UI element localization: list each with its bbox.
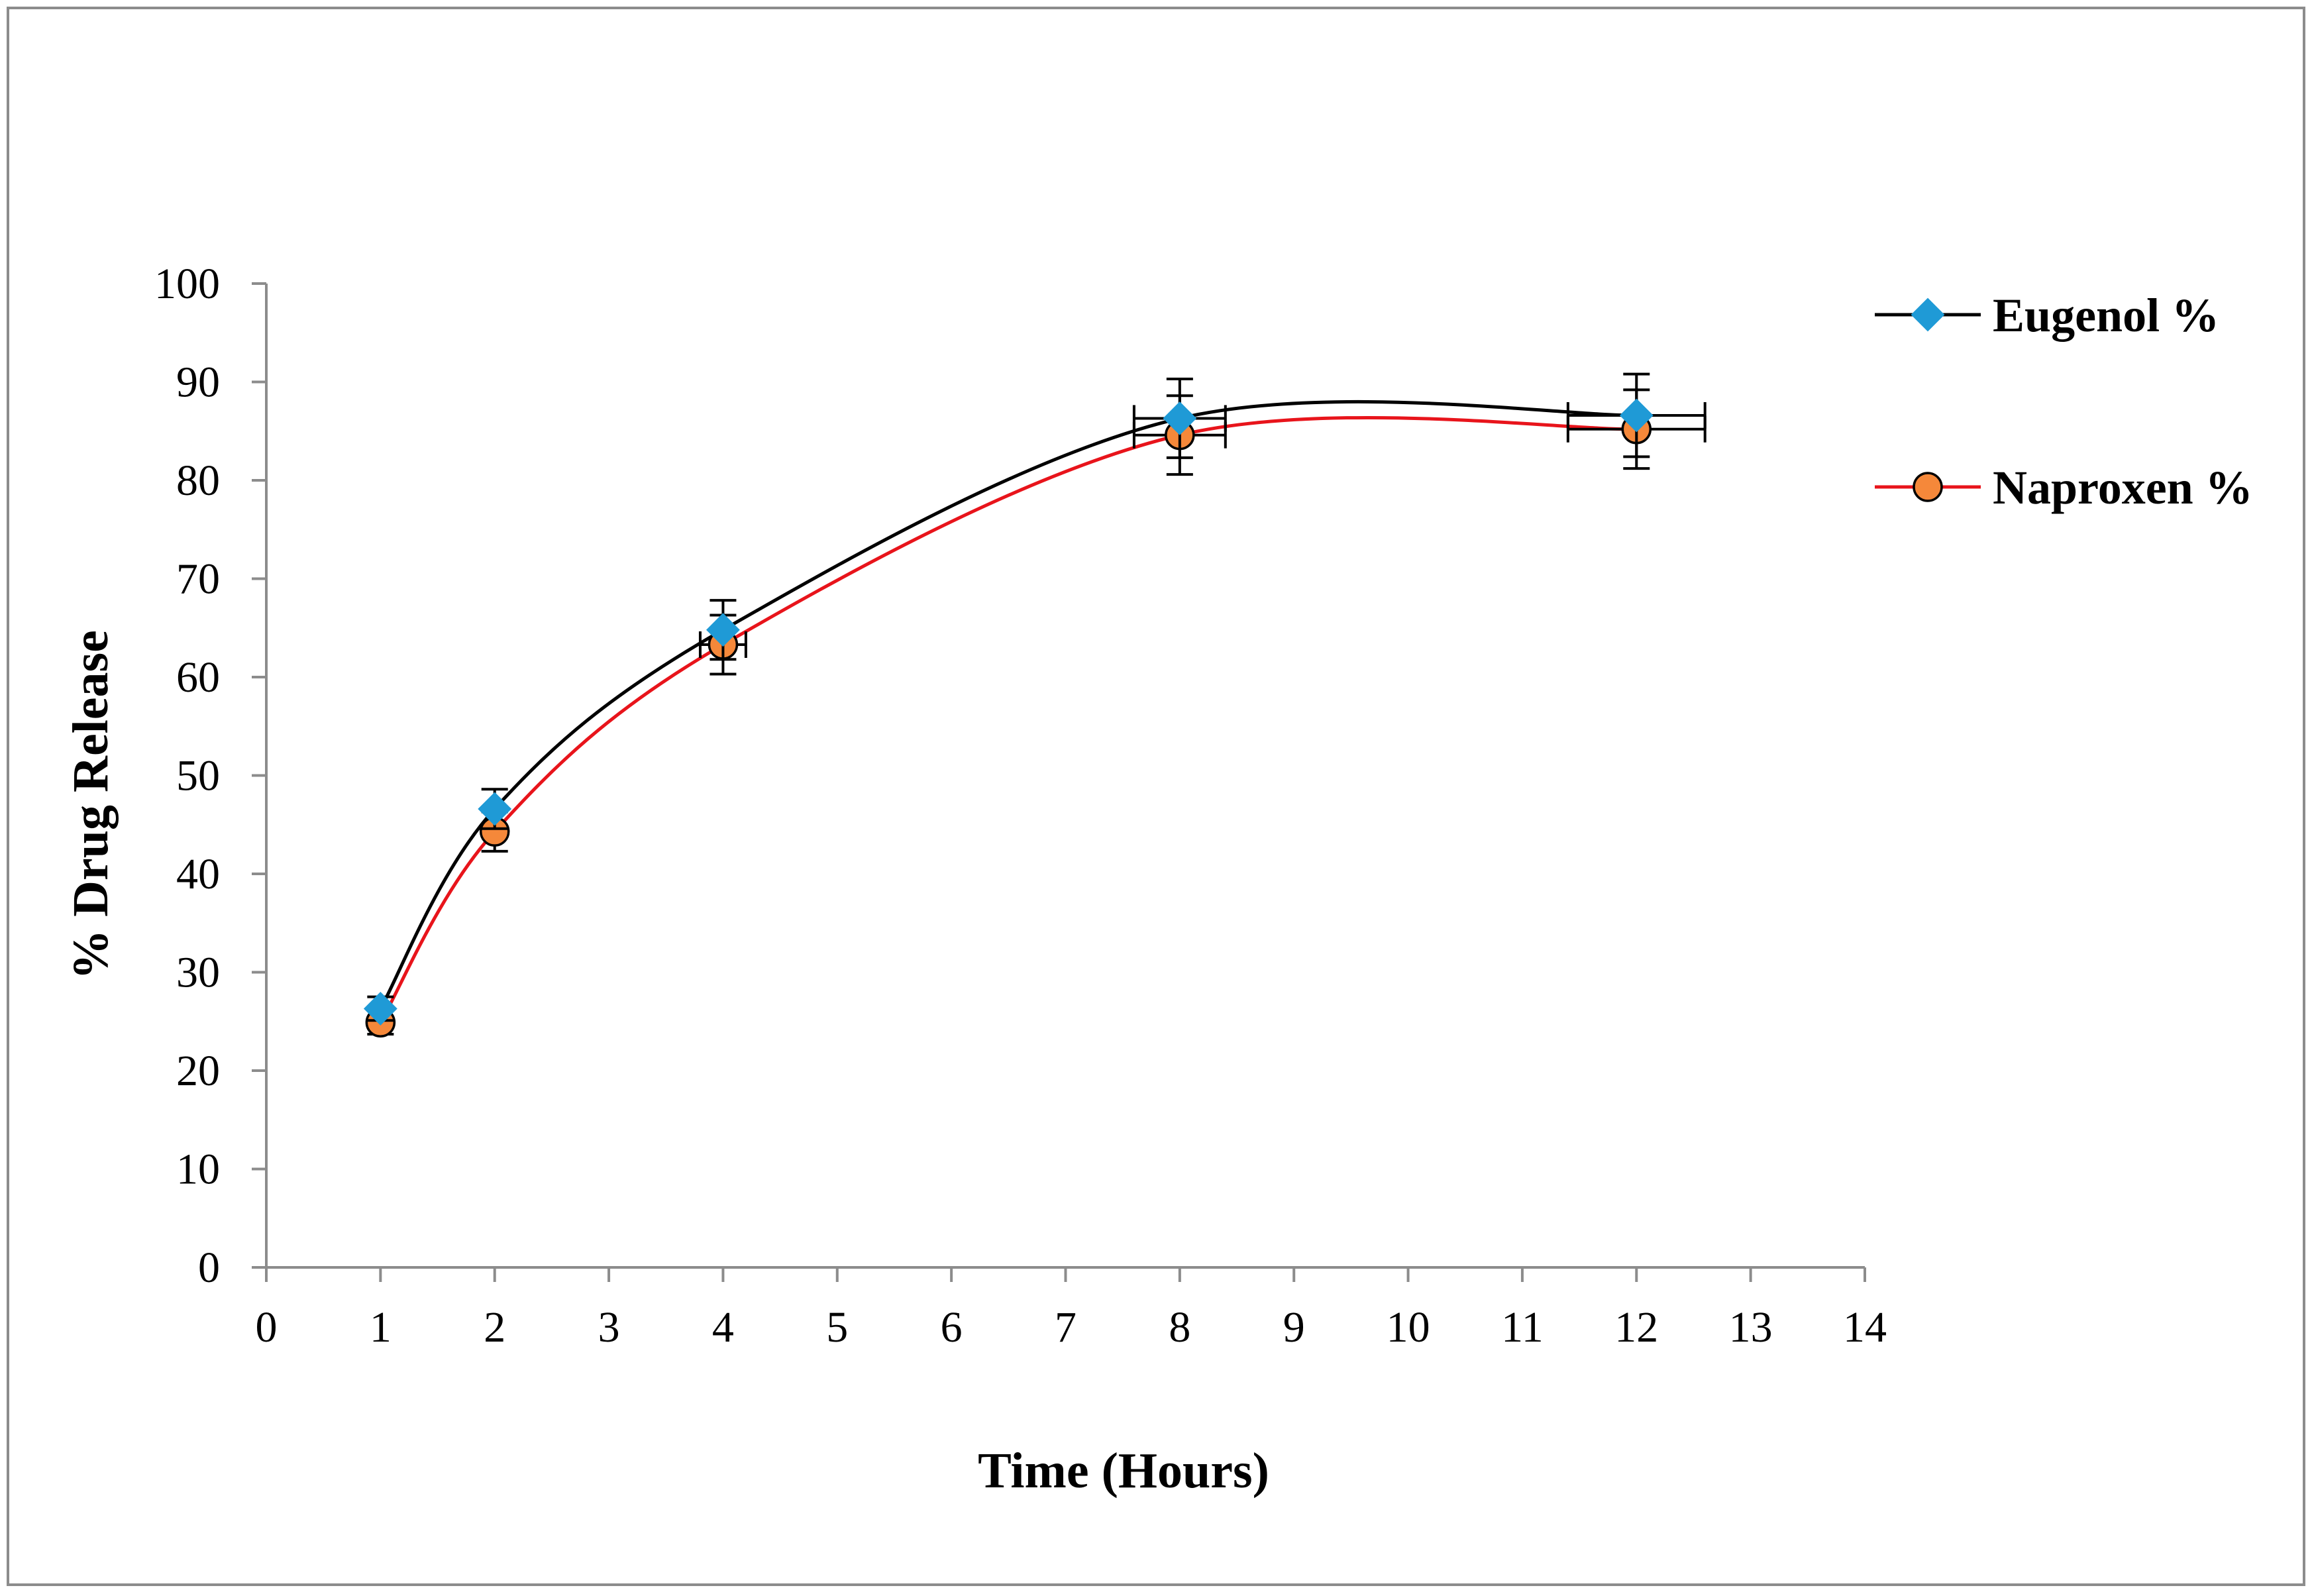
series-eugenol-points <box>363 372 1707 1026</box>
data-point-eugenol <box>706 613 740 647</box>
x-tick-label: 4 <box>712 1303 734 1352</box>
x-tick-label: 13 <box>1729 1303 1773 1352</box>
y-tick-label: 10 <box>176 1145 220 1194</box>
x-tick-label: 3 <box>598 1303 620 1352</box>
x-tick-label: 12 <box>1614 1303 1658 1352</box>
x-tick-label: 0 <box>256 1303 278 1352</box>
x-tick-label: 10 <box>1387 1303 1430 1352</box>
y-tick-label: 30 <box>176 949 220 997</box>
y-tick-label: 70 <box>176 555 220 604</box>
data-point-eugenol <box>1163 401 1197 435</box>
series-line-eugenol <box>379 399 1637 1010</box>
y-tick-label: 40 <box>176 850 220 898</box>
x-tick-label: 11 <box>1501 1303 1544 1352</box>
data-point-eugenol <box>478 792 512 826</box>
y-tick-label: 90 <box>176 358 220 407</box>
chart-border <box>7 7 2305 1586</box>
x-tick-label: 5 <box>826 1303 848 1352</box>
legend-item-eugenol: Eugenol % <box>1875 289 2219 342</box>
x-tick-label: 1 <box>370 1303 392 1352</box>
y-tick-label: 20 <box>176 1047 220 1095</box>
data-point-eugenol <box>363 992 397 1026</box>
series-line-naproxen <box>379 415 1637 1024</box>
x-tick-label: 7 <box>1055 1303 1077 1352</box>
y-tick-label: 50 <box>176 752 220 800</box>
legend-label: Naproxen % <box>1993 461 2253 514</box>
legend-marker <box>1911 297 1945 332</box>
series-eugenol-line-group <box>379 399 1637 1010</box>
legend-marker <box>1913 472 1943 502</box>
legend-label: Eugenol % <box>1993 289 2219 342</box>
data-point-eugenol <box>1619 398 1654 433</box>
y-tick-label: 80 <box>176 456 220 505</box>
x-tick-label: 2 <box>484 1303 505 1352</box>
x-axis-title: Time (Hours) <box>978 1443 1269 1499</box>
legend-item-naproxen: Naproxen % <box>1875 461 2253 514</box>
y-tick-label: 60 <box>176 653 220 702</box>
x-tick-label: 8 <box>1169 1303 1190 1352</box>
y-tick-label: 0 <box>198 1244 220 1292</box>
y-axis-title: % Drug Release <box>63 630 119 980</box>
x-tick-label: 6 <box>941 1303 963 1352</box>
y-tick-label: 100 <box>154 260 220 308</box>
series-naproxen-line-group <box>379 415 1637 1024</box>
x-tick-label: 14 <box>1843 1303 1887 1352</box>
x-tick-label: 9 <box>1283 1303 1305 1352</box>
